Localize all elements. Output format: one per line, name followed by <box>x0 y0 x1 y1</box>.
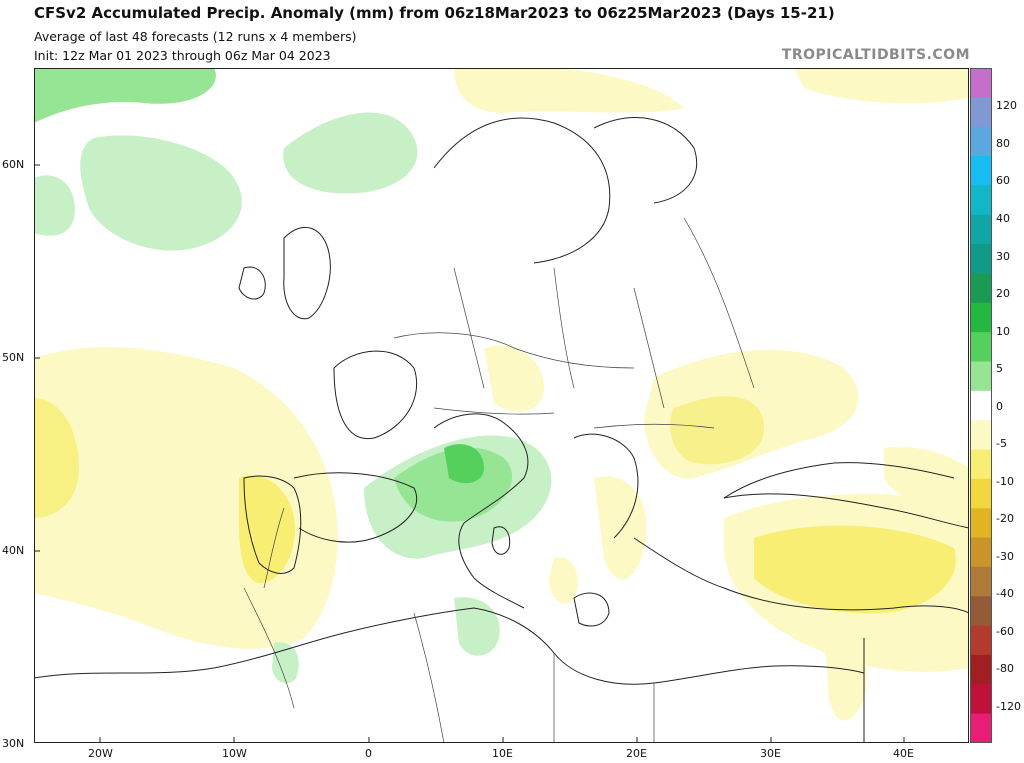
colorbar-swatch <box>970 68 992 98</box>
colorbar-label: -40 <box>996 587 1014 600</box>
lon-label-0: 0 <box>365 747 372 760</box>
colorbar-swatch <box>970 332 992 362</box>
colorbar-label: 120 <box>996 99 1017 112</box>
coastlines <box>34 117 969 743</box>
wet-anomaly-shading <box>34 68 552 684</box>
colorbar-swatch <box>970 596 992 627</box>
colorbar-swatch <box>970 97 992 128</box>
colorbar-label: 10 <box>996 325 1010 338</box>
colorbar-swatch <box>970 508 992 539</box>
colorbar-label: 80 <box>996 137 1010 150</box>
colorbar-swatch <box>970 185 992 216</box>
colorbar-label: -80 <box>996 662 1014 675</box>
map-subtitle-init: Init: 12z Mar 01 2023 through 06z Mar 04… <box>34 48 331 63</box>
lat-label-40n: 40N <box>2 544 25 557</box>
colorbar-swatch <box>970 654 992 685</box>
colorbar-swatch <box>970 566 992 597</box>
map-subtitle-forecasts: Average of last 48 forecasts (12 runs x … <box>34 29 357 44</box>
colorbar-swatch <box>970 684 992 715</box>
colorbar-swatch <box>970 244 992 274</box>
colorbar-swatch <box>970 537 992 568</box>
country-borders <box>243 217 755 743</box>
colorbar-label: 0 <box>996 400 1003 413</box>
lat-label-60n: 60N <box>2 158 25 171</box>
colorbar-label: 20 <box>996 287 1010 300</box>
colorbar <box>970 68 992 743</box>
colorbar-swatch <box>970 273 992 304</box>
colorbar-label: -120 <box>996 700 1021 713</box>
map-title: CFSv2 Accumulated Precip. Anomaly (mm) f… <box>34 4 835 22</box>
colorbar-label: -60 <box>996 625 1014 638</box>
colorbar-swatch <box>970 156 992 186</box>
colorbar-swatch <box>970 478 992 509</box>
colorbar-swatch <box>970 390 992 421</box>
colorbar-label: 40 <box>996 212 1010 225</box>
lon-label-10e: 10E <box>492 747 513 760</box>
colorbar-border <box>970 68 992 743</box>
colorbar-swatch <box>970 214 992 245</box>
lon-label-20e: 20E <box>626 747 647 760</box>
colorbar-label: -20 <box>996 512 1014 525</box>
brand-watermark: TROPICALTIDBITS.COM <box>781 47 970 63</box>
lon-label-10w: 10W <box>222 747 247 760</box>
colorbar-swatch <box>970 625 992 656</box>
colorbar-swatch <box>970 420 992 451</box>
colorbar-label: -30 <box>996 550 1014 563</box>
precip-anomaly-map <box>34 68 969 743</box>
colorbar-swatch <box>970 449 992 480</box>
colorbar-swatch <box>970 126 992 157</box>
colorbar-swatch <box>970 361 992 392</box>
lon-label-20w: 20W <box>88 747 113 760</box>
lon-label-40e: 40E <box>893 747 914 760</box>
colorbar-label: 5 <box>996 362 1003 375</box>
lat-label-50n: 50N <box>2 351 25 364</box>
lat-label-30n: 30N <box>2 737 25 750</box>
colorbar-label: 30 <box>996 250 1010 263</box>
dry-anomaly-shading <box>34 68 969 721</box>
colorbar-label: -10 <box>996 475 1014 488</box>
colorbar-label: -5 <box>996 437 1007 450</box>
lon-label-30e: 30E <box>760 747 781 760</box>
colorbar-swatch <box>970 302 992 333</box>
colorbar-label: 60 <box>996 174 1010 187</box>
colorbar-swatch <box>970 713 992 743</box>
